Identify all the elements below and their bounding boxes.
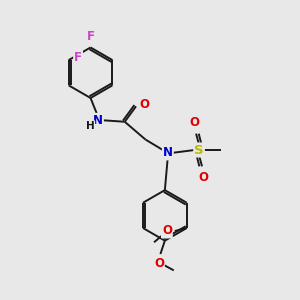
Text: F: F [74,51,82,64]
Text: O: O [190,116,200,130]
Text: S: S [194,143,204,157]
Text: N: N [163,146,173,160]
Text: O: O [154,257,164,270]
Text: H: H [85,121,94,131]
Text: O: O [140,98,150,111]
Text: N: N [93,114,103,127]
Text: O: O [199,170,208,184]
Text: F: F [87,30,94,43]
Text: O: O [162,224,172,238]
